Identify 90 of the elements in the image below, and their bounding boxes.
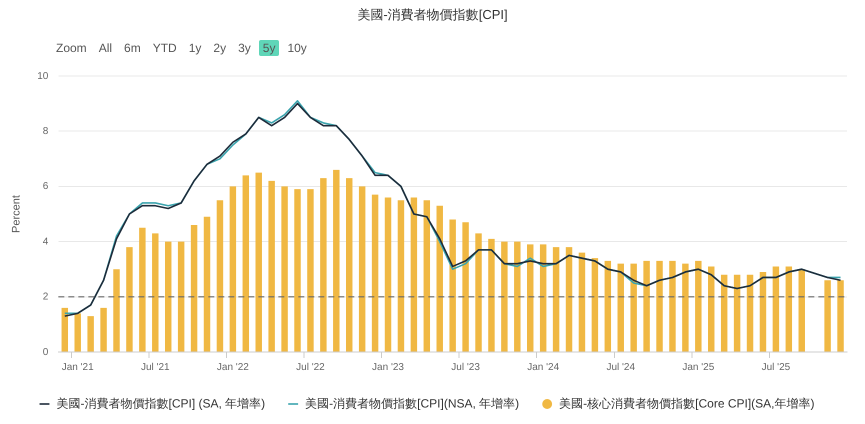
bar — [604, 260, 612, 352]
bar — [630, 264, 637, 352]
y-tick-label: 4 — [42, 236, 49, 248]
bar — [837, 280, 844, 352]
text: 6m — [123, 40, 142, 56]
bar — [281, 186, 288, 352]
bar — [786, 266, 792, 352]
bar — [578, 252, 586, 352]
bar — [656, 260, 663, 352]
bar — [410, 197, 418, 352]
y-tick-label: 6 — [42, 181, 49, 192]
text: 2y — [212, 40, 228, 56]
bar — [216, 200, 224, 352]
bar — [618, 264, 624, 352]
bar — [592, 258, 598, 352]
x-tick-label: Jan '25 — [682, 362, 715, 373]
bar — [268, 180, 275, 352]
chart-title: 美國-消費者物價指數[CPI] — [356, 6, 509, 24]
bar — [760, 272, 766, 352]
y-tick-label: 0 — [42, 346, 49, 358]
bar — [772, 266, 780, 352]
bar — [178, 242, 184, 352]
bar — [695, 260, 702, 352]
bar — [746, 274, 754, 352]
bar — [488, 238, 495, 352]
text: 5y — [258, 40, 280, 56]
bar — [294, 189, 301, 352]
bar — [204, 216, 210, 352]
bar — [113, 269, 120, 352]
bar — [74, 313, 81, 352]
x-tick-label: Jul '24 — [606, 362, 636, 373]
text: YTD — [152, 40, 178, 56]
bar — [100, 308, 107, 352]
bar — [436, 206, 443, 352]
text: 3y — [237, 40, 252, 56]
bar — [87, 316, 94, 352]
text: All — [98, 40, 114, 56]
y-tick-label: 2 — [42, 292, 49, 303]
x-tick-label: Jan '24 — [527, 362, 560, 373]
bar — [190, 225, 198, 352]
bar — [372, 194, 378, 352]
x-tick-label: Jul '25 — [762, 362, 791, 373]
bar — [333, 170, 340, 352]
bar — [449, 220, 456, 352]
bar — [501, 242, 508, 352]
bar — [230, 186, 236, 352]
bar — [139, 228, 146, 352]
bar — [358, 186, 366, 352]
x-tick-label: Jan '21 — [62, 362, 94, 373]
bar — [475, 233, 482, 352]
x-tick-label: Jul '22 — [296, 362, 326, 373]
legend-label: 美國-核心消費者物價指數[Core CPI](SA,年增率) — [559, 396, 815, 410]
y-tick-label: 8 — [42, 126, 49, 137]
bar — [126, 247, 133, 352]
bar — [824, 280, 831, 352]
bar — [152, 233, 159, 352]
bar — [307, 189, 314, 352]
bar — [540, 244, 546, 352]
bar — [566, 247, 572, 352]
bar — [384, 197, 392, 352]
bar — [669, 260, 676, 352]
bar — [164, 242, 172, 352]
bar — [720, 274, 728, 352]
bar — [424, 200, 430, 352]
bar — [346, 178, 352, 352]
bar — [242, 175, 250, 352]
legend-label: 美國-消費者物價指數[CPI] (SA, 年增率) — [56, 396, 266, 410]
text: Zoom — [55, 40, 88, 56]
bar — [514, 242, 521, 352]
bar — [462, 222, 469, 352]
text: 1y — [188, 40, 202, 56]
bar — [643, 260, 650, 352]
bar — [682, 264, 689, 352]
bar — [552, 247, 560, 352]
bar — [708, 266, 714, 352]
bar — [320, 178, 327, 352]
x-tick-label: Jul '23 — [451, 362, 480, 373]
y-tick-label: 10 — [37, 70, 49, 82]
bar — [255, 172, 262, 352]
bar — [734, 274, 740, 352]
bar — [527, 244, 534, 352]
legend-label: 美國-消費者物價指數[CPI](NSA, 年增率) — [305, 396, 520, 410]
y-axis-title: Percent — [10, 195, 23, 233]
x-tick-label: Jul '21 — [140, 362, 170, 373]
bar — [398, 200, 404, 352]
x-tick-label: Jan '22 — [216, 362, 250, 373]
x-tick-label: Jan '23 — [372, 362, 404, 373]
bar — [62, 308, 68, 352]
bar — [798, 269, 805, 352]
text: 10y — [286, 40, 308, 56]
